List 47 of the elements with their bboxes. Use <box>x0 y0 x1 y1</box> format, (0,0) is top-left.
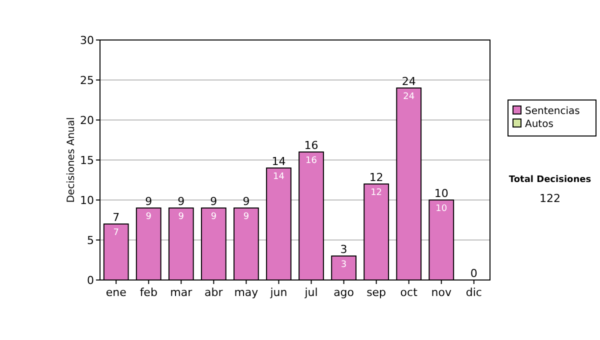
total-label: 7 <box>112 211 120 224</box>
total-label: 12 <box>369 171 384 184</box>
data-label: 3 <box>340 260 347 270</box>
y-tick-label: 10 <box>80 194 94 207</box>
x-tick-label: may <box>234 286 259 299</box>
data-label: 7 <box>113 228 119 238</box>
x-tick-label: ene <box>106 286 127 299</box>
text: 122 <box>540 192 560 205</box>
total-label: 0 <box>470 267 478 280</box>
y-tick-label: 25 <box>80 74 94 87</box>
data-label: 10 <box>436 204 448 214</box>
data-label: 12 <box>370 188 382 198</box>
total-label: 10 <box>434 187 448 200</box>
total-label: 9 <box>210 195 218 208</box>
data-label: 9 <box>178 212 184 222</box>
x-tick-label: mar <box>170 286 193 299</box>
total-label: 9 <box>242 195 250 208</box>
legend-label: Autos <box>525 119 554 130</box>
y-axis-title: Decisiones Anual <box>66 117 77 203</box>
total-label: 24 <box>402 75 416 88</box>
y-tick-label: 30 <box>80 34 94 47</box>
text: Total Decisiones <box>508 175 592 185</box>
y-tick-label: 20 <box>80 114 94 127</box>
data-label: 9 <box>146 212 152 222</box>
legend-label: Sentencias <box>525 106 580 117</box>
total-label: 14 <box>272 155 286 168</box>
x-tick-label: feb <box>140 286 158 299</box>
x-tick-label: dic <box>466 286 482 299</box>
total-label: 9 <box>145 195 152 208</box>
data-label: 24 <box>403 92 415 102</box>
y-tick-label: 15 <box>80 154 94 167</box>
y-tick-label: 5 <box>87 234 94 247</box>
data-label: 16 <box>306 156 318 166</box>
data-label: 9 <box>210 212 217 222</box>
data-label: 9 <box>243 212 250 222</box>
x-tick-label: jul <box>304 286 318 299</box>
total-label: 3 <box>340 243 348 256</box>
x-tick-label: oct <box>400 286 418 299</box>
total-label: 16 <box>304 139 318 152</box>
y-tick-label: 0 <box>87 274 94 287</box>
data-label: 14 <box>273 172 285 182</box>
x-tick-label: abr <box>204 286 224 299</box>
x-tick-label: sep <box>366 286 386 299</box>
x-tick-label: ago <box>334 286 354 299</box>
x-tick-label: nov <box>431 286 452 299</box>
x-tick-label: jun <box>269 286 288 299</box>
total-label: 9 <box>178 195 185 208</box>
